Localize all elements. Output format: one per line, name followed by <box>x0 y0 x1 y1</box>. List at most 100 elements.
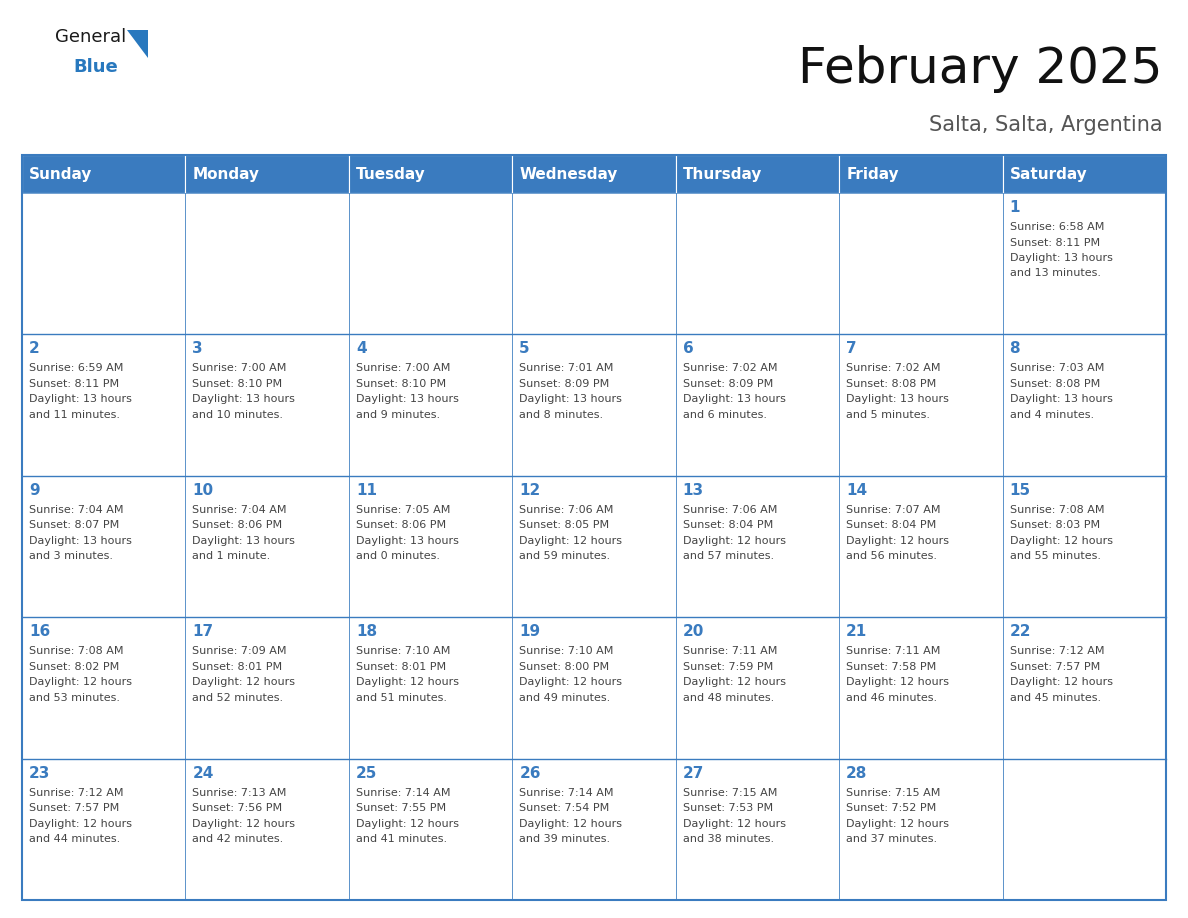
Bar <box>23 476 185 617</box>
Bar <box>512 334 676 476</box>
Text: Sunset: 7:53 PM: Sunset: 7:53 PM <box>683 803 773 813</box>
Text: Sunset: 8:04 PM: Sunset: 8:04 PM <box>846 521 936 531</box>
Text: 23: 23 <box>29 766 50 780</box>
Text: Daylight: 13 hours: Daylight: 13 hours <box>683 395 785 405</box>
Text: 28: 28 <box>846 766 867 780</box>
Bar <box>839 193 1003 334</box>
Text: Daylight: 12 hours: Daylight: 12 hours <box>29 819 132 829</box>
Text: Daylight: 12 hours: Daylight: 12 hours <box>192 677 296 688</box>
Text: Daylight: 12 hours: Daylight: 12 hours <box>683 819 785 829</box>
Text: Sunrise: 7:10 AM: Sunrise: 7:10 AM <box>519 646 614 656</box>
Text: and 46 minutes.: and 46 minutes. <box>846 693 937 702</box>
Text: Daylight: 12 hours: Daylight: 12 hours <box>846 536 949 546</box>
Text: Sunset: 8:10 PM: Sunset: 8:10 PM <box>192 379 283 389</box>
Text: Sunrise: 7:02 AM: Sunrise: 7:02 AM <box>683 364 777 374</box>
Text: Daylight: 12 hours: Daylight: 12 hours <box>683 677 785 688</box>
Text: Daylight: 12 hours: Daylight: 12 hours <box>192 819 296 829</box>
Text: Daylight: 13 hours: Daylight: 13 hours <box>192 395 296 405</box>
Bar <box>839 617 1003 758</box>
Text: Daylight: 13 hours: Daylight: 13 hours <box>1010 395 1112 405</box>
Text: Sunrise: 7:04 AM: Sunrise: 7:04 AM <box>192 505 287 515</box>
Text: and 1 minute.: and 1 minute. <box>192 552 271 561</box>
Text: and 4 minutes.: and 4 minutes. <box>1010 410 1094 420</box>
Text: 26: 26 <box>519 766 541 780</box>
Text: and 6 minutes.: and 6 minutes. <box>683 410 766 420</box>
Text: Daylight: 13 hours: Daylight: 13 hours <box>29 395 132 405</box>
Text: Sunset: 8:04 PM: Sunset: 8:04 PM <box>683 521 773 531</box>
Text: 24: 24 <box>192 766 214 780</box>
Bar <box>185 758 349 900</box>
Bar <box>23 155 185 193</box>
Text: Sunrise: 7:01 AM: Sunrise: 7:01 AM <box>519 364 614 374</box>
Text: Daylight: 12 hours: Daylight: 12 hours <box>683 536 785 546</box>
Text: and 38 minutes.: and 38 minutes. <box>683 834 773 844</box>
Text: 27: 27 <box>683 766 704 780</box>
Bar <box>185 476 349 617</box>
Text: and 53 minutes.: and 53 minutes. <box>29 693 120 702</box>
Text: Sunset: 8:00 PM: Sunset: 8:00 PM <box>519 662 609 672</box>
Bar <box>512 617 676 758</box>
Text: Monday: Monday <box>192 166 259 182</box>
Text: 17: 17 <box>192 624 214 639</box>
Text: Sunset: 7:54 PM: Sunset: 7:54 PM <box>519 803 609 813</box>
Text: Sunset: 7:55 PM: Sunset: 7:55 PM <box>356 803 446 813</box>
Bar <box>1003 476 1165 617</box>
Text: Sunset: 8:11 PM: Sunset: 8:11 PM <box>1010 238 1100 248</box>
Bar <box>839 758 1003 900</box>
Text: Salta, Salta, Argentina: Salta, Salta, Argentina <box>929 115 1163 135</box>
Bar <box>349 155 512 193</box>
Text: Daylight: 13 hours: Daylight: 13 hours <box>356 536 459 546</box>
Text: Daylight: 12 hours: Daylight: 12 hours <box>356 819 459 829</box>
Text: Daylight: 12 hours: Daylight: 12 hours <box>519 536 623 546</box>
Bar <box>676 758 839 900</box>
Text: and 48 minutes.: and 48 minutes. <box>683 693 773 702</box>
Text: Sunrise: 7:12 AM: Sunrise: 7:12 AM <box>29 788 124 798</box>
Text: Sunrise: 7:03 AM: Sunrise: 7:03 AM <box>1010 364 1104 374</box>
Text: Sunrise: 7:15 AM: Sunrise: 7:15 AM <box>846 788 941 798</box>
Text: and 39 minutes.: and 39 minutes. <box>519 834 611 844</box>
Text: and 44 minutes.: and 44 minutes. <box>29 834 120 844</box>
Text: Sunset: 8:06 PM: Sunset: 8:06 PM <box>356 521 446 531</box>
Text: Sunrise: 7:08 AM: Sunrise: 7:08 AM <box>1010 505 1104 515</box>
Text: General: General <box>55 28 126 46</box>
Bar <box>676 193 839 334</box>
Text: 19: 19 <box>519 624 541 639</box>
Text: Sunset: 8:06 PM: Sunset: 8:06 PM <box>192 521 283 531</box>
Text: Sunrise: 6:58 AM: Sunrise: 6:58 AM <box>1010 222 1104 232</box>
Text: 18: 18 <box>356 624 377 639</box>
Bar <box>185 193 349 334</box>
Bar <box>23 617 185 758</box>
Text: 2: 2 <box>29 341 39 356</box>
Text: Daylight: 12 hours: Daylight: 12 hours <box>846 819 949 829</box>
Text: Sunset: 8:05 PM: Sunset: 8:05 PM <box>519 521 609 531</box>
Text: Saturday: Saturday <box>1010 166 1087 182</box>
Text: and 10 minutes.: and 10 minutes. <box>192 410 284 420</box>
Text: and 5 minutes.: and 5 minutes. <box>846 410 930 420</box>
Text: Sunset: 8:03 PM: Sunset: 8:03 PM <box>1010 521 1100 531</box>
Text: and 52 minutes.: and 52 minutes. <box>192 693 284 702</box>
Text: 1: 1 <box>1010 200 1020 215</box>
Text: 21: 21 <box>846 624 867 639</box>
Bar <box>23 155 1165 900</box>
Text: Daylight: 13 hours: Daylight: 13 hours <box>1010 253 1112 263</box>
Text: 13: 13 <box>683 483 703 498</box>
Text: Sunrise: 7:11 AM: Sunrise: 7:11 AM <box>846 646 941 656</box>
Bar <box>512 476 676 617</box>
Text: Sunset: 7:59 PM: Sunset: 7:59 PM <box>683 662 773 672</box>
Text: and 59 minutes.: and 59 minutes. <box>519 552 611 561</box>
Text: and 9 minutes.: and 9 minutes. <box>356 410 440 420</box>
Text: and 41 minutes.: and 41 minutes. <box>356 834 447 844</box>
Text: Sunset: 8:08 PM: Sunset: 8:08 PM <box>846 379 936 389</box>
Text: 11: 11 <box>356 483 377 498</box>
Text: and 51 minutes.: and 51 minutes. <box>356 693 447 702</box>
Text: Sunset: 7:57 PM: Sunset: 7:57 PM <box>29 803 119 813</box>
Text: and 55 minutes.: and 55 minutes. <box>1010 552 1100 561</box>
Text: Sunrise: 7:10 AM: Sunrise: 7:10 AM <box>356 646 450 656</box>
Text: Sunrise: 7:04 AM: Sunrise: 7:04 AM <box>29 505 124 515</box>
Text: Sunrise: 7:05 AM: Sunrise: 7:05 AM <box>356 505 450 515</box>
Text: Friday: Friday <box>846 166 899 182</box>
Bar <box>23 334 185 476</box>
Bar <box>676 334 839 476</box>
Text: Sunrise: 7:02 AM: Sunrise: 7:02 AM <box>846 364 941 374</box>
Text: 5: 5 <box>519 341 530 356</box>
